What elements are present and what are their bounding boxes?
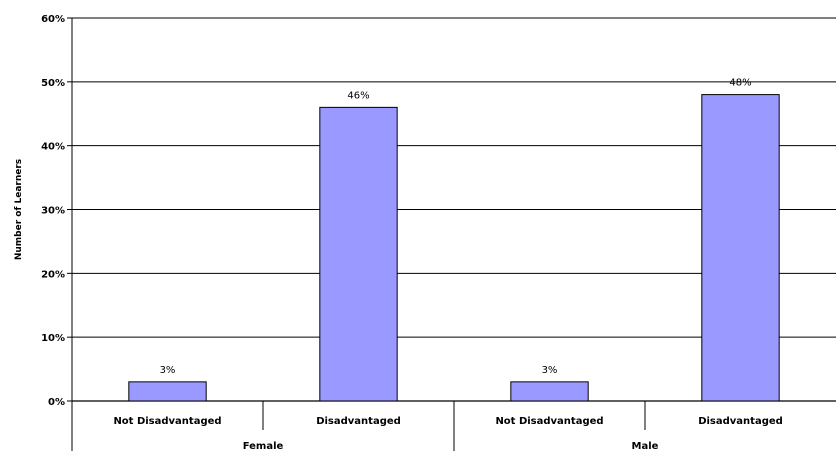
bar bbox=[319, 106, 398, 402]
y-tick-label: 50% bbox=[41, 78, 65, 89]
data-label: 48% bbox=[729, 78, 751, 89]
data-label: 3% bbox=[542, 365, 558, 376]
bars bbox=[128, 94, 780, 402]
data-label: 46% bbox=[347, 90, 369, 101]
y-tick-label: 0% bbox=[48, 397, 65, 408]
group-label: Male bbox=[632, 441, 659, 451]
bar bbox=[510, 381, 589, 402]
bar bbox=[701, 94, 780, 402]
category-label: Disadvantaged bbox=[698, 416, 783, 427]
bar bbox=[128, 381, 207, 402]
category-label: Not Disadvantaged bbox=[495, 416, 603, 427]
labels: 0% 10% 20% 30% 40% 50% 60% 3% Not Disadvantaged 4… bbox=[41, 14, 783, 452]
category-label: Not Disadvantaged bbox=[113, 416, 221, 427]
y-tick-label: 10% bbox=[41, 333, 65, 344]
group-label: Female bbox=[243, 441, 284, 451]
category-label: Disadvantaged bbox=[316, 416, 401, 427]
data-label: 3% bbox=[160, 365, 176, 376]
y-tick-label: 30% bbox=[41, 206, 65, 217]
y-tick-label: 60% bbox=[41, 14, 65, 25]
y-tick-label: 40% bbox=[41, 142, 65, 153]
y-axis-title: Number of Learners bbox=[14, 159, 24, 260]
y-tick-label: 20% bbox=[41, 269, 65, 280]
